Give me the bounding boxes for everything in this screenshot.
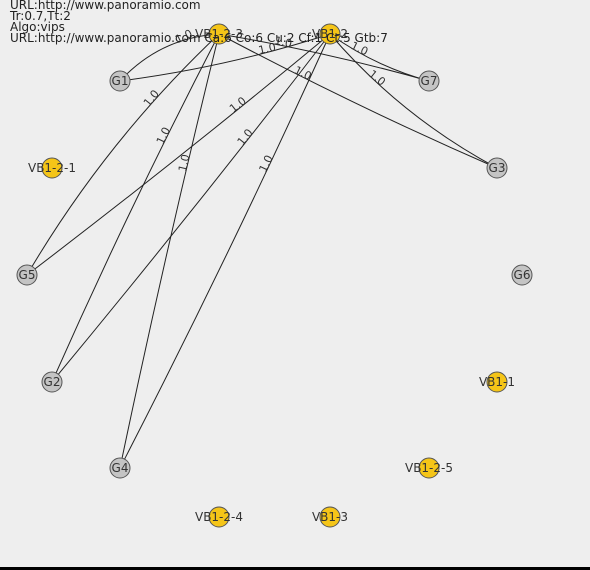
node-label: G6 [514, 268, 531, 282]
edge-VB1-2-G2 [51, 33, 331, 383]
edge-weight-label: 1.0 [256, 153, 275, 174]
node-label: VB1-3 [312, 510, 348, 524]
node-label: VB1-2-5 [405, 461, 453, 475]
node-label: VB1-2 [312, 27, 348, 41]
edge-VB1-2-3-G2 [51, 33, 220, 383]
node-VB1-1[interactable]: VB1-1 [479, 371, 515, 393]
edge-VB1-2-G1 [119, 33, 331, 82]
node-label: VB1-2-4 [195, 510, 243, 524]
node-G5[interactable]: G5 [16, 264, 38, 286]
node-label: VB1-1 [479, 375, 515, 389]
edges-layer: 1.01.01.0 1.01.0 1.01.0 1.01.0 1.01.0 1.0 [26, 27, 498, 469]
node-G3[interactable]: G3 [486, 157, 508, 179]
node-circle[interactable] [418, 457, 440, 479]
bottom-border [0, 567, 590, 570]
edge-VB1-2-3-G7 [218, 33, 430, 82]
node-circle[interactable] [486, 371, 508, 393]
node-circle[interactable] [41, 371, 63, 393]
node-circle[interactable] [109, 70, 131, 92]
edge-weight-label: 1.0 [227, 94, 249, 115]
edge-weight-label: 1.0 [273, 34, 293, 51]
node-VB1-2-4[interactable]: VB1-2-4 [195, 506, 243, 528]
edge-VB1-2-G7 [329, 33, 430, 82]
node-VB1-2-1[interactable]: VB1-2-1 [28, 157, 76, 179]
node-G4[interactable]: G4 [109, 457, 131, 479]
edge-VB1-2-3-G4 [119, 33, 220, 469]
edge-weight-label: 1.0 [366, 67, 388, 88]
header-algo: Algo:vips [10, 20, 65, 34]
node-VB1-2-5[interactable]: VB1-2-5 [405, 457, 453, 479]
node-circle[interactable] [319, 506, 341, 528]
edge-weight-label: 1.0 [257, 41, 277, 58]
node-VB1-2[interactable]: VB1-2 [312, 23, 348, 45]
node-label: VB1-2-3 [195, 27, 243, 41]
edge-VB1-2-G3 [329, 33, 498, 169]
node-label: G4 [112, 461, 129, 475]
node-VB1-2-3[interactable]: VB1-2-3 [195, 23, 243, 45]
node-G1[interactable]: G1 [109, 70, 131, 92]
node-circle[interactable] [208, 23, 230, 45]
node-circle[interactable] [41, 157, 63, 179]
node-circle[interactable] [486, 157, 508, 179]
edge-VB1-2-G5 [26, 33, 331, 276]
node-G6[interactable]: G6 [511, 264, 533, 286]
edge-VB1-2-3-G5 [26, 33, 220, 276]
node-label: VB1-2-1 [28, 161, 76, 175]
node-circle[interactable] [418, 70, 440, 92]
header-stats: URL:http://www.panoramio.com Ca:6 Co:6 C… [10, 31, 388, 45]
header-url: URL:http://www.panoramio.com [10, 0, 201, 12]
node-label: G1 [112, 74, 129, 88]
node-VB1-3[interactable]: VB1-3 [312, 506, 348, 528]
edge-weight-label: 1.0 [235, 126, 256, 148]
node-circle[interactable] [16, 264, 38, 286]
node-circle[interactable] [208, 506, 230, 528]
node-label: G7 [421, 74, 438, 88]
edge-weight-label: 1.0 [154, 125, 173, 146]
edge-weight-label: 1.0 [292, 64, 313, 83]
node-label: G3 [489, 161, 506, 175]
edge-VB1-2-3-G3 [218, 33, 498, 169]
node-circle[interactable] [109, 457, 131, 479]
node-label: G5 [19, 268, 36, 282]
node-circle[interactable] [319, 23, 341, 45]
edge-VB1-2-G4 [119, 33, 331, 469]
node-circle[interactable] [511, 264, 533, 286]
node-G2[interactable]: G2 [41, 371, 63, 393]
node-label: G2 [44, 375, 61, 389]
node-G7[interactable]: G7 [418, 70, 440, 92]
edge-weight-label: 1.0 [141, 87, 162, 109]
edge-weight-label: 1.0 [176, 153, 193, 173]
nodes-layer: VB1-2-3 VB1-2 G1 G7 VB1-2-1 G3 G5 G6 G2 VB1-1 G4 VB… [16, 23, 533, 528]
edge-VB1-2-3-G1 [119, 33, 220, 82]
header-thresholds: Tr:0.7,Tt:2 [10, 9, 71, 23]
